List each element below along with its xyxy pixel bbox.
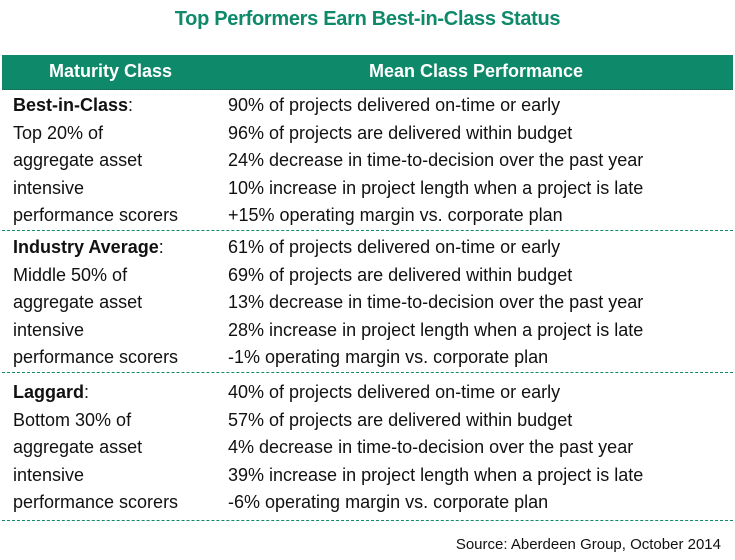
maturity-class-cell: Laggard: Bottom 30% of aggregate asset i… [13,379,223,517]
metric-line: 13% decrease in time-to-decision over th… [228,292,644,312]
metric-line: +15% operating margin vs. corporate plan [228,205,563,225]
metric-line: 4% decrease in time-to-decision over the… [228,437,634,457]
metric-line: 69% of projects are delivered within bud… [228,264,573,285]
class-suffix: : [84,382,90,402]
class-description-line: Top 20% of [13,122,104,143]
metric-line: -1% operating margin vs. corporate plan [228,347,549,367]
source-note: Source: Aberdeen Group, October 2014 [455,536,721,553]
class-suffix: : [158,237,164,257]
performance-cell: 90% of projects delivered on-time or ear… [228,92,733,230]
performance-cell: 40% of projects delivered on-time or ear… [228,379,733,517]
metric-line: 39% increase in project length when a pr… [228,464,644,485]
metric-line: 61% of projects delivered on-time or ear… [228,237,561,257]
metric-line: 57% of projects are delivered within bud… [228,409,573,430]
metric-line: 40% of projects delivered on-time or ear… [228,382,561,402]
metric-line: 24% decrease in time-to-decision over th… [228,150,644,170]
class-description-line: intensive [13,177,85,198]
class-description-line: Bottom 30% of [13,409,132,430]
table-row-laggard: Laggard: Bottom 30% of aggregate asset i… [2,377,733,521]
class-description-line: performance scorers [13,205,179,225]
maturity-class-cell: Industry Average: Middle 50% of aggregat… [13,234,223,372]
table-header: Maturity Class Mean Class Performance [2,55,733,90]
metric-line: 28% increase in project length when a pr… [228,319,644,340]
class-description-line: intensive [13,464,85,485]
table-row-industry-average: Industry Average: Middle 50% of aggregat… [2,232,733,373]
class-description-line: performance scorers [13,492,179,512]
class-description-line: aggregate asset [13,437,143,457]
class-name: Industry Average [13,237,159,257]
performance-cell: 61% of projects delivered on-time or ear… [228,234,733,372]
header-maturity-class: Maturity Class [48,61,173,81]
class-name: Laggard [13,382,85,402]
metric-line: -6% operating margin vs. corporate plan [228,492,549,512]
class-name: Best-in-Class [13,95,129,115]
metric-line: 96% of projects are delivered within bud… [228,122,573,143]
maturity-class-cell: Best-in-Class: Top 20% of aggregate asse… [13,92,223,230]
class-description-line: intensive [13,319,85,340]
table-row-best-in-class: Best-in-Class: Top 20% of aggregate asse… [2,90,733,231]
class-description-line: performance scorers [13,347,179,367]
metric-line: 90% of projects delivered on-time or ear… [228,95,561,115]
page-title: Top Performers Earn Best-in-Class Status [174,8,561,30]
class-description-line: aggregate asset [13,150,143,170]
header-mean-class-performance: Mean Class Performance [368,61,584,81]
class-description-line: aggregate asset [13,292,143,312]
metric-line: 10% increase in project length when a pr… [228,177,644,198]
class-suffix: : [128,95,134,115]
class-description-line: Middle 50% of [13,264,128,285]
